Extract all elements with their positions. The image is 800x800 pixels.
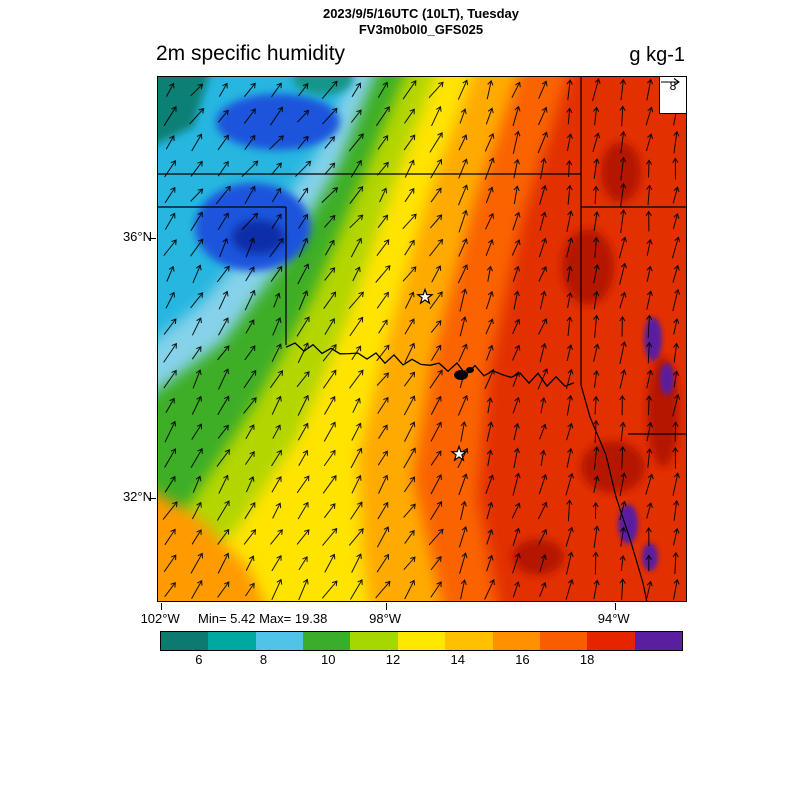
humidity-field-svg — [158, 77, 686, 601]
colorbar-segment — [397, 632, 446, 650]
x-axis-tick — [386, 603, 388, 610]
colorbar-segment — [161, 632, 209, 650]
colorbar-segment — [350, 632, 398, 650]
colorbar-segment — [587, 632, 635, 650]
colorbar — [160, 631, 683, 651]
y-axis-tick — [149, 497, 156, 499]
colorbar-tick-label: 16 — [515, 652, 530, 667]
x-axis-label: 98°W — [369, 611, 402, 626]
colorbar-segment — [492, 632, 540, 650]
colorbar-tick-label: 14 — [450, 652, 465, 667]
colorbar-labels: 6 8 10 12 14 16 18 — [160, 652, 681, 668]
colorbar-tick-label: 6 — [195, 652, 203, 667]
colorbar-segment — [303, 632, 351, 650]
map-panel: 8 — [149, 76, 687, 610]
colorbar-segment — [539, 632, 588, 650]
x-axis-label: 102°W — [140, 611, 180, 626]
y-axis-label: 32°N — [122, 488, 152, 504]
valid-time-title: 2023/9/5/16UTC (10LT), Tuesday — [322, 6, 520, 21]
wind-reference-box: 8 — [659, 77, 686, 114]
x-axis-tick — [614, 603, 616, 610]
colorbar-tick-label: 8 — [259, 652, 268, 667]
colorbar-segment — [255, 632, 304, 650]
minmax-stats: Min= 5.42 Max= 19.38 — [198, 611, 328, 626]
y-axis-label: 36°N — [122, 228, 152, 244]
wind-reference-arrow-icon — [661, 78, 680, 86]
x-axis-label: 94°W — [597, 611, 630, 626]
x-axis-tick — [161, 603, 163, 610]
colorbar-segment — [634, 632, 682, 650]
plot-header: 2023/9/5/16UTC (10LT), Tuesday FV3m0b0l0… — [157, 6, 685, 38]
colorbar-tick-label: 10 — [321, 652, 336, 667]
y-axis-tick — [149, 237, 156, 239]
colorbar-tick-label: 18 — [579, 652, 595, 667]
units-label: g kg-1 — [629, 44, 685, 66]
wind-reference-value: 8 — [669, 79, 677, 93]
colorbar-segment — [208, 632, 256, 650]
model-title: FV3m0b0l0_GFS025 — [358, 22, 484, 37]
colorbar-segment — [445, 632, 493, 650]
colorbar-tick-label: 12 — [385, 652, 401, 667]
variable-title: 2m specific humidity — [156, 42, 346, 65]
